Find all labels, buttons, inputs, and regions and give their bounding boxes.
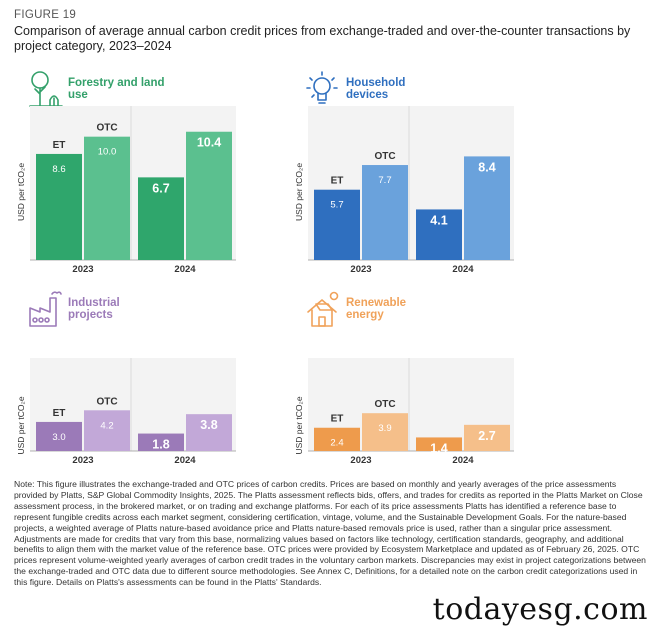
bar-et-2023 — [314, 189, 360, 260]
title-line-2: devices — [346, 89, 388, 101]
figure-title: Comparison of average annual carbon cred… — [14, 24, 631, 53]
y-axis-label: USD per tCO₂e — [16, 163, 26, 221]
title-line-1: Industrial — [68, 297, 120, 309]
bar-otc-2024 — [464, 424, 510, 451]
data-label-otc-2024: 8.4 — [478, 160, 495, 174]
bar-et-2023 — [36, 421, 82, 451]
data-label-et-2024: 6.7 — [152, 181, 169, 195]
title-line-1: Household — [346, 77, 405, 89]
bar-et-2023 — [314, 427, 360, 451]
data-label-et-2023: 5.7 — [330, 200, 343, 211]
bar-otc-2023 — [84, 136, 130, 260]
solar-house-icon — [307, 291, 339, 327]
data-label-otc-2024: 10.4 — [197, 136, 221, 150]
bar-otc-2023 — [362, 413, 408, 451]
data-label-otc-2024: 2.7 — [478, 429, 495, 443]
renewable-energy-chart: Renewable energy USD per tCO₂e 2.4 ET 1.4 3.9 O… — [294, 291, 514, 466]
title-line-2: energy — [346, 309, 384, 321]
forestry-chart: Forestry and land use USD per tCO₂e 8.6 ET 6.… — [16, 71, 236, 275]
title-line-2: projects — [68, 309, 113, 321]
data-label-otc-2023: 7.7 — [378, 175, 391, 186]
lightbulb-icon — [306, 71, 338, 104]
industrial-projects-chart: Industrial projects USD per tCO₂e 3.0 ET 1.8 4… — [16, 291, 236, 466]
bar-et-2024 — [416, 437, 462, 451]
x-tick-label-2023: 2023 — [350, 264, 371, 275]
series-label-et: ET — [53, 408, 66, 419]
bar-otc-2024 — [186, 131, 232, 260]
series-label-otc: OTC — [374, 151, 395, 162]
household-devices-chart: Household devices USD per tCO₂e 5.7 ET 4.1 7.7… — [294, 71, 514, 275]
figure-note: Note: This figure illustrates the exchan… — [14, 479, 646, 588]
title-line-1: Forestry and land — [68, 77, 165, 89]
bar-et-2023 — [36, 153, 82, 260]
x-tick-label-2024: 2024 — [452, 455, 474, 466]
x-tick-label-2023: 2023 — [72, 455, 93, 466]
x-tick-label-2024: 2024 — [174, 264, 196, 275]
x-tick-label-2023: 2023 — [72, 264, 93, 275]
data-label-et-2024: 1.8 — [152, 438, 169, 452]
bar-et-2024 — [138, 433, 184, 451]
y-axis-label: USD per tCO₂e — [294, 396, 304, 454]
data-label-et-2024: 4.1 — [430, 213, 447, 227]
x-tick-label-2024: 2024 — [452, 264, 474, 275]
forestry-and-land-use-title: Forestry and land use — [68, 77, 165, 101]
series-label-otc: OTC — [96, 123, 117, 134]
data-label-otc-2024: 3.8 — [200, 418, 217, 432]
title-line-2: use — [68, 89, 88, 101]
data-label-et-2023: 2.4 — [330, 438, 343, 449]
tree-icon — [29, 71, 63, 107]
renewable-energy-title: Renewable energy — [346, 297, 406, 321]
x-tick-label-2023: 2023 — [350, 455, 371, 466]
data-label-otc-2023: 10.0 — [98, 147, 117, 158]
title-line-1: Renewable — [346, 297, 406, 309]
data-label-et-2023: 3.0 — [52, 432, 65, 443]
bar-otc-2023 — [362, 165, 408, 260]
series-label-et: ET — [331, 414, 344, 425]
data-label-otc-2023: 4.2 — [100, 420, 113, 431]
figure-label: FIGURE 19 — [14, 9, 77, 21]
series-label-et: ET — [53, 140, 66, 151]
series-label-otc: OTC — [96, 396, 117, 407]
factory-icon — [29, 291, 62, 327]
bar-otc-2024 — [186, 414, 232, 451]
household-devices-title: Household devices — [346, 77, 405, 101]
industrial-projects-title: Industrial projects — [68, 297, 120, 321]
bar-et-2024 — [416, 209, 462, 260]
series-label-otc: OTC — [374, 399, 395, 410]
y-axis-label: USD per tCO₂e — [16, 396, 26, 454]
watermark: todayesg.com — [432, 592, 648, 627]
data-label-et-2023: 8.6 — [52, 164, 65, 175]
y-axis-label: USD per tCO₂e — [294, 163, 304, 221]
data-label-otc-2023: 3.9 — [378, 423, 391, 434]
bar-otc-2024 — [464, 156, 510, 260]
data-label-et-2024: 1.4 — [430, 441, 447, 455]
bar-et-2024 — [138, 177, 184, 260]
bar-otc-2023 — [84, 410, 130, 451]
x-tick-label-2024: 2024 — [174, 455, 196, 466]
series-label-et: ET — [331, 176, 344, 187]
